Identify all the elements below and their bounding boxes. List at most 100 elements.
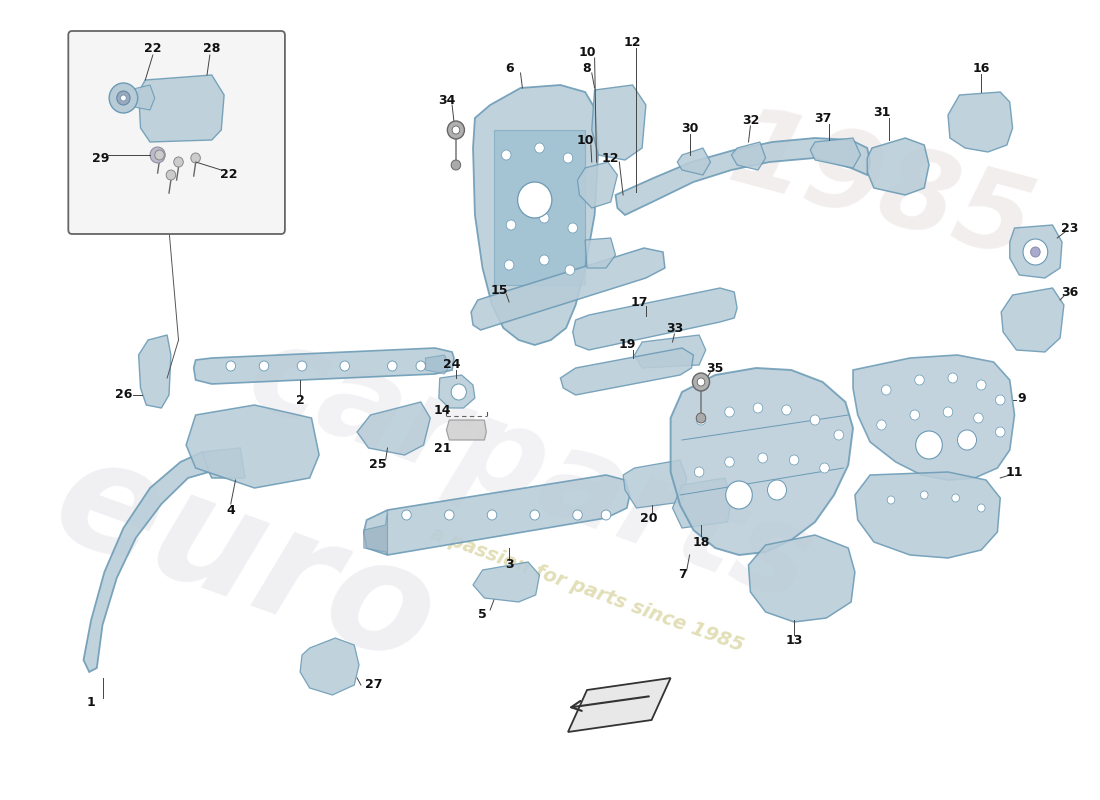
- Circle shape: [539, 255, 549, 265]
- Circle shape: [121, 95, 126, 101]
- Circle shape: [530, 510, 539, 520]
- Text: 4: 4: [227, 503, 235, 517]
- Circle shape: [725, 457, 735, 467]
- Polygon shape: [585, 238, 616, 268]
- Polygon shape: [592, 85, 646, 160]
- Text: 14: 14: [433, 403, 451, 417]
- Circle shape: [696, 413, 706, 423]
- Circle shape: [487, 510, 497, 520]
- Circle shape: [881, 385, 891, 395]
- Circle shape: [697, 378, 705, 386]
- Circle shape: [948, 373, 957, 383]
- Text: 18: 18: [692, 535, 710, 549]
- Polygon shape: [560, 348, 693, 395]
- Polygon shape: [1001, 288, 1064, 352]
- Circle shape: [502, 150, 512, 160]
- Text: 23: 23: [1060, 222, 1078, 234]
- Text: 25: 25: [370, 458, 387, 471]
- Text: 2: 2: [296, 394, 305, 406]
- Text: 26: 26: [114, 389, 132, 402]
- Circle shape: [174, 157, 184, 167]
- Polygon shape: [811, 138, 860, 168]
- Text: 13: 13: [785, 634, 803, 646]
- Polygon shape: [494, 130, 585, 285]
- Circle shape: [996, 395, 1005, 405]
- Text: 10: 10: [579, 46, 596, 58]
- Text: 3: 3: [505, 558, 514, 571]
- Polygon shape: [948, 92, 1013, 152]
- Text: 34: 34: [438, 94, 455, 106]
- Text: carparts: carparts: [232, 312, 828, 628]
- Circle shape: [451, 384, 466, 400]
- Text: 5: 5: [478, 609, 487, 622]
- Polygon shape: [202, 448, 245, 478]
- Text: a passion for parts since 1985: a passion for parts since 1985: [428, 524, 746, 656]
- Polygon shape: [439, 375, 475, 408]
- Polygon shape: [364, 510, 387, 555]
- Polygon shape: [623, 460, 686, 508]
- Circle shape: [782, 405, 791, 415]
- Text: euro: euro: [35, 423, 455, 697]
- Text: 10: 10: [576, 134, 594, 146]
- Text: 12: 12: [602, 151, 619, 165]
- Circle shape: [535, 143, 544, 153]
- Circle shape: [539, 213, 549, 223]
- Circle shape: [758, 453, 768, 463]
- Circle shape: [915, 431, 943, 459]
- Text: 6: 6: [505, 62, 514, 74]
- Polygon shape: [678, 148, 711, 175]
- Text: 27: 27: [364, 678, 382, 691]
- Circle shape: [915, 375, 924, 385]
- Text: 30: 30: [681, 122, 698, 134]
- Circle shape: [910, 410, 920, 420]
- Polygon shape: [855, 472, 1000, 558]
- Circle shape: [921, 491, 928, 499]
- Circle shape: [573, 510, 582, 520]
- Text: 32: 32: [741, 114, 759, 126]
- Circle shape: [444, 510, 454, 520]
- Polygon shape: [732, 142, 766, 170]
- Text: 21: 21: [433, 442, 451, 454]
- Circle shape: [957, 430, 977, 450]
- Text: 12: 12: [624, 35, 641, 49]
- Circle shape: [506, 220, 516, 230]
- Circle shape: [1023, 239, 1048, 265]
- Polygon shape: [84, 452, 212, 672]
- Text: 20: 20: [640, 511, 658, 525]
- Polygon shape: [748, 535, 855, 622]
- Circle shape: [768, 480, 786, 500]
- Circle shape: [260, 361, 268, 371]
- Circle shape: [416, 361, 426, 371]
- Polygon shape: [473, 85, 598, 345]
- Polygon shape: [473, 562, 539, 602]
- Polygon shape: [867, 138, 930, 195]
- Polygon shape: [139, 335, 170, 408]
- Text: 22: 22: [220, 169, 238, 182]
- Circle shape: [387, 361, 397, 371]
- Circle shape: [952, 494, 959, 502]
- Text: 1: 1: [87, 695, 96, 709]
- Circle shape: [568, 223, 578, 233]
- Polygon shape: [426, 355, 449, 374]
- Text: 17: 17: [630, 295, 648, 309]
- Polygon shape: [123, 85, 155, 110]
- Circle shape: [877, 420, 887, 430]
- Polygon shape: [186, 405, 319, 488]
- Text: 19: 19: [618, 338, 636, 351]
- Circle shape: [834, 430, 844, 440]
- Circle shape: [725, 407, 735, 417]
- Polygon shape: [194, 348, 454, 384]
- Circle shape: [191, 153, 200, 163]
- Circle shape: [117, 91, 130, 105]
- Polygon shape: [568, 678, 671, 732]
- Circle shape: [1031, 247, 1041, 257]
- Circle shape: [166, 170, 176, 180]
- Circle shape: [518, 182, 552, 218]
- Polygon shape: [300, 638, 359, 695]
- Circle shape: [150, 147, 165, 163]
- Circle shape: [448, 121, 464, 139]
- Text: 7: 7: [678, 569, 686, 582]
- Polygon shape: [364, 475, 630, 555]
- Circle shape: [109, 83, 138, 113]
- Circle shape: [726, 481, 752, 509]
